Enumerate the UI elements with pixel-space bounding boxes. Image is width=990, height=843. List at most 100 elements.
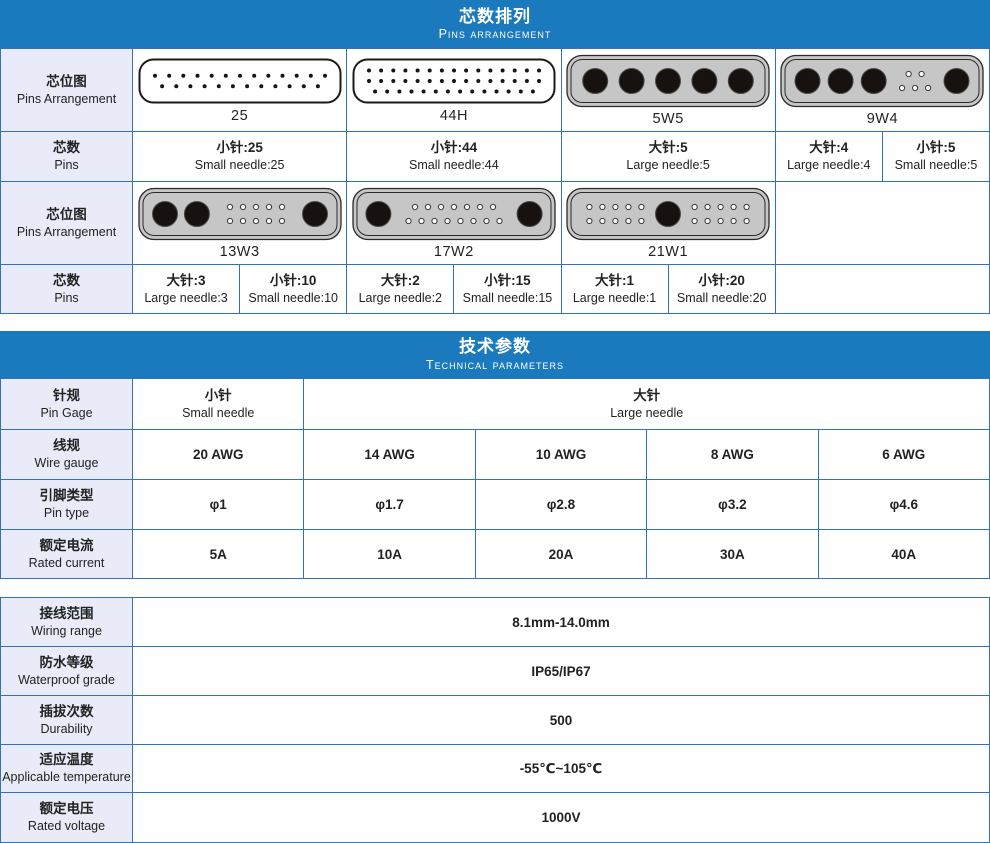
row-label-zh: 适应温度 [39, 752, 94, 768]
tech-value: 5A [209, 546, 227, 562]
tech-value: 10A [377, 546, 402, 562]
row-label-arrangement-1: 芯位图 Pins Arrangement [1, 49, 133, 132]
connector-21w1-label: 21W1 [648, 243, 689, 260]
row-label-en: Wiring range [31, 623, 102, 638]
pins-count-cell: 大针:3 Large needle:3 [133, 265, 241, 314]
spec-value: 1000V [541, 810, 581, 825]
tech-value-cell: φ1.7 [304, 480, 476, 530]
tech-value: 40A [891, 546, 917, 562]
connector-cell-17w2: 17W2 [347, 182, 562, 265]
connector-44h-label: 44H [439, 107, 468, 124]
spec-value-cell: 8.1mm-14.0mm [133, 598, 990, 647]
spec-value: -55℃~105℃ [519, 760, 603, 776]
row-label-en: Pin type [43, 506, 90, 521]
pins-count-zh: 小针:10 [269, 272, 317, 288]
row-label-zh: 额定电压 [39, 801, 94, 817]
technical-parameters-title-en: Technical parameters [426, 357, 564, 372]
pins-count-en: Large needle:3 [144, 290, 228, 305]
tech-header-large-needle: 大针 Large needle [304, 379, 990, 430]
empty-cell [775, 265, 990, 314]
pins-arrangement-title-zh: 芯数排列 [459, 6, 531, 26]
spec-row-label-wiring-range: 接线范围 Wiring range [1, 598, 133, 647]
pins-count-zh: 小针:44 [430, 140, 478, 156]
row-label-pins-1: 芯数 Pins [1, 132, 133, 182]
tech-value: φ1 [209, 497, 227, 512]
connector-44h-diagram [352, 57, 556, 105]
connector-cell-9w4: 9W4 [775, 49, 990, 132]
connector-5w5-diagram [566, 54, 770, 108]
empty-cell [775, 182, 990, 265]
connector-9w4-diagram [780, 54, 985, 108]
tech-value-cell: 20A [475, 530, 648, 579]
row-label-en: Rated voltage [27, 819, 106, 834]
spec-row-label-applicable-temperature: 适应温度 Applicable temperature [1, 745, 133, 793]
tech-value-cell: 5A [133, 530, 305, 579]
general-specs-table: 接线范围 Wiring range 8.1mm-14.0mm 防水等级 Wate… [0, 597, 990, 843]
row-label-pins-2: 芯数 Pins [1, 265, 133, 314]
connector-cell-25: 25 [133, 49, 348, 132]
tech-header-en: Large needle [610, 405, 684, 420]
connector-21w1-diagram [566, 187, 770, 241]
technical-parameters-title-zh: 技术参数 [459, 337, 531, 357]
tech-value: 20A [548, 546, 574, 562]
pins-count-zh: 小针:25 [216, 140, 263, 156]
row-label-zh: 线规 [53, 438, 80, 454]
tech-value: 14 AWG [364, 447, 415, 462]
row-label-en: Pins Arrangement [16, 91, 117, 106]
spec-value-cell: 1000V [133, 793, 990, 843]
section-gap [0, 314, 990, 331]
tech-value-cell: φ2.8 [475, 480, 648, 530]
spec-value: IP65/IP67 [531, 663, 591, 679]
pins-count-cell: 小针:25 Small needle:25 [133, 132, 348, 182]
technical-parameters-table: 针规 Pin Gage 小针 Small needle 大针 Large nee… [0, 378, 990, 579]
pins-count-cell: 小针:44 Small needle:44 [347, 132, 562, 182]
pins-count-en: Small needle:25 [194, 158, 285, 173]
row-label-en: Pins Arrangement [16, 224, 117, 239]
row-label-arrangement-2: 芯位图 Pins Arrangement [1, 182, 133, 265]
row-label-zh: 额定电流 [39, 537, 94, 553]
spec-row-label-waterproof-grade: 防水等级 Waterproof grade [1, 647, 133, 696]
connector-25-label: 25 [231, 107, 249, 124]
connector-17w2-label: 17W2 [433, 243, 474, 260]
tech-value-cell: φ3.2 [647, 480, 819, 530]
row-label-zh: 防水等级 [39, 654, 94, 670]
pins-count-zh: 小针:20 [698, 272, 745, 288]
tech-row-label-wire-gauge: 线规 Wire gauge [1, 430, 133, 480]
pins-count-en: Small needle:15 [462, 290, 553, 305]
tech-value: 20 AWG [192, 447, 244, 462]
pins-count-cell: 小针:10 Small needle:10 [240, 265, 348, 314]
tech-value: φ4.6 [889, 497, 918, 512]
pins-count-en: Large needle:4 [787, 158, 871, 173]
spec-value: 8.1mm-14.0mm [512, 614, 610, 630]
pins-count-en: Large needle:5 [626, 158, 710, 173]
row-label-en: Waterproof grade [18, 672, 115, 687]
tech-value: φ1.7 [375, 497, 404, 512]
tech-value-cell: 10 AWG [475, 430, 648, 480]
connector-cell-5w5: 5W5 [561, 49, 776, 132]
row-label-en: Pins [54, 158, 79, 173]
tech-row-label-rated-current: 额定电流 Rated current [1, 530, 133, 579]
pins-count-zh: 大针:2 [380, 272, 420, 288]
connector-5w5-label: 5W5 [652, 110, 684, 127]
spec-row-label-durability: 插拔次数 Durability [1, 696, 133, 745]
row-label-en: Pins [54, 290, 79, 305]
pins-arrangement-header: 芯数排列 Pins arrangement [0, 0, 990, 48]
connector-13w3-diagram [137, 187, 342, 241]
spec-value-cell: -55℃~105℃ [133, 745, 990, 793]
connector-9w4-label: 9W4 [866, 110, 899, 127]
pins-count-en: Small needle:44 [409, 158, 499, 173]
pins-count-cell: 小针:20 Small needle:20 [668, 265, 776, 314]
row-label-zh: 芯位图 [46, 206, 87, 222]
tech-value-cell: 20 AWG [133, 430, 305, 480]
tech-header-en: Small needle [182, 405, 255, 420]
pins-arrangement-title-en: Pins arrangement [438, 27, 552, 42]
connector-cell-44h: 44H [347, 49, 562, 132]
connector-cell-13w3: 13W3 [133, 182, 348, 265]
connector-25-diagram [138, 57, 342, 105]
pins-count-zh: 小针:15 [484, 272, 531, 288]
row-label-en: Pin Gage [40, 405, 93, 420]
tech-header-zh: 大针 [633, 387, 661, 403]
row-label-zh: 接线范围 [39, 605, 94, 621]
tech-value-cell: 8 AWG [647, 430, 819, 480]
row-label-zh: 插拔次数 [39, 703, 94, 719]
